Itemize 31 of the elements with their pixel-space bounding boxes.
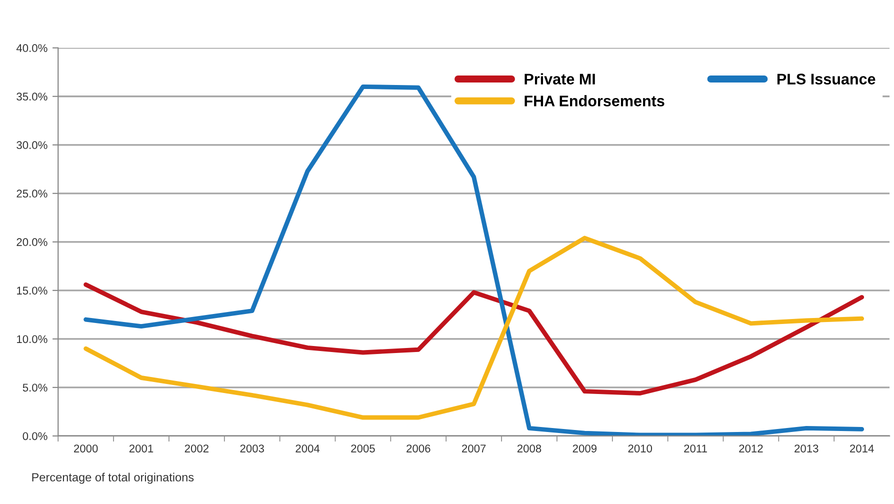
y-tick-label: 20.0%	[16, 238, 48, 246]
x-tick-label: 2005	[351, 444, 375, 452]
x-tick-label: 2010	[628, 444, 652, 452]
x-tick-label: 2006	[406, 444, 430, 452]
line-series	[84, 236, 864, 420]
y-tick-label: 0.0%	[22, 432, 48, 440]
y-tick-label: 10.0%	[17, 335, 48, 344]
x-tick-label: 2003	[240, 444, 264, 452]
legend-label: FHA Endorsements	[524, 95, 664, 106]
x-tick-label: 2011	[684, 444, 707, 452]
y-tick-label: 35.0%	[16, 92, 48, 101]
x-tick-label: 2007	[462, 444, 486, 452]
line-series	[84, 282, 864, 396]
x-tick-label: 2013	[794, 444, 818, 452]
x-tick-label: 2012	[739, 444, 763, 452]
line-series	[84, 84, 864, 436]
legend-label: PLS Issuance	[777, 74, 876, 84]
x-tick-label: 2009	[572, 444, 597, 452]
x-tick-label: 2008	[517, 444, 542, 452]
legend-label: Private MI	[524, 73, 595, 84]
x-tick-label: 2002	[184, 444, 208, 452]
y-tick-label: 30.0%	[16, 141, 48, 150]
x-tick-label: 2000	[74, 444, 98, 452]
y-tick-label: 40.0%	[16, 44, 48, 52]
x-tick-label: 2014	[850, 444, 874, 452]
y-tick-label: 15.0%	[17, 286, 48, 295]
text: Percentage of total originations	[32, 472, 194, 484]
x-tick-label: 2004	[296, 444, 320, 452]
y-tick-label: 5.0%	[22, 384, 48, 392]
x-tick-label: 2001	[129, 444, 154, 452]
y-tick-label: 25.0%	[16, 190, 48, 198]
